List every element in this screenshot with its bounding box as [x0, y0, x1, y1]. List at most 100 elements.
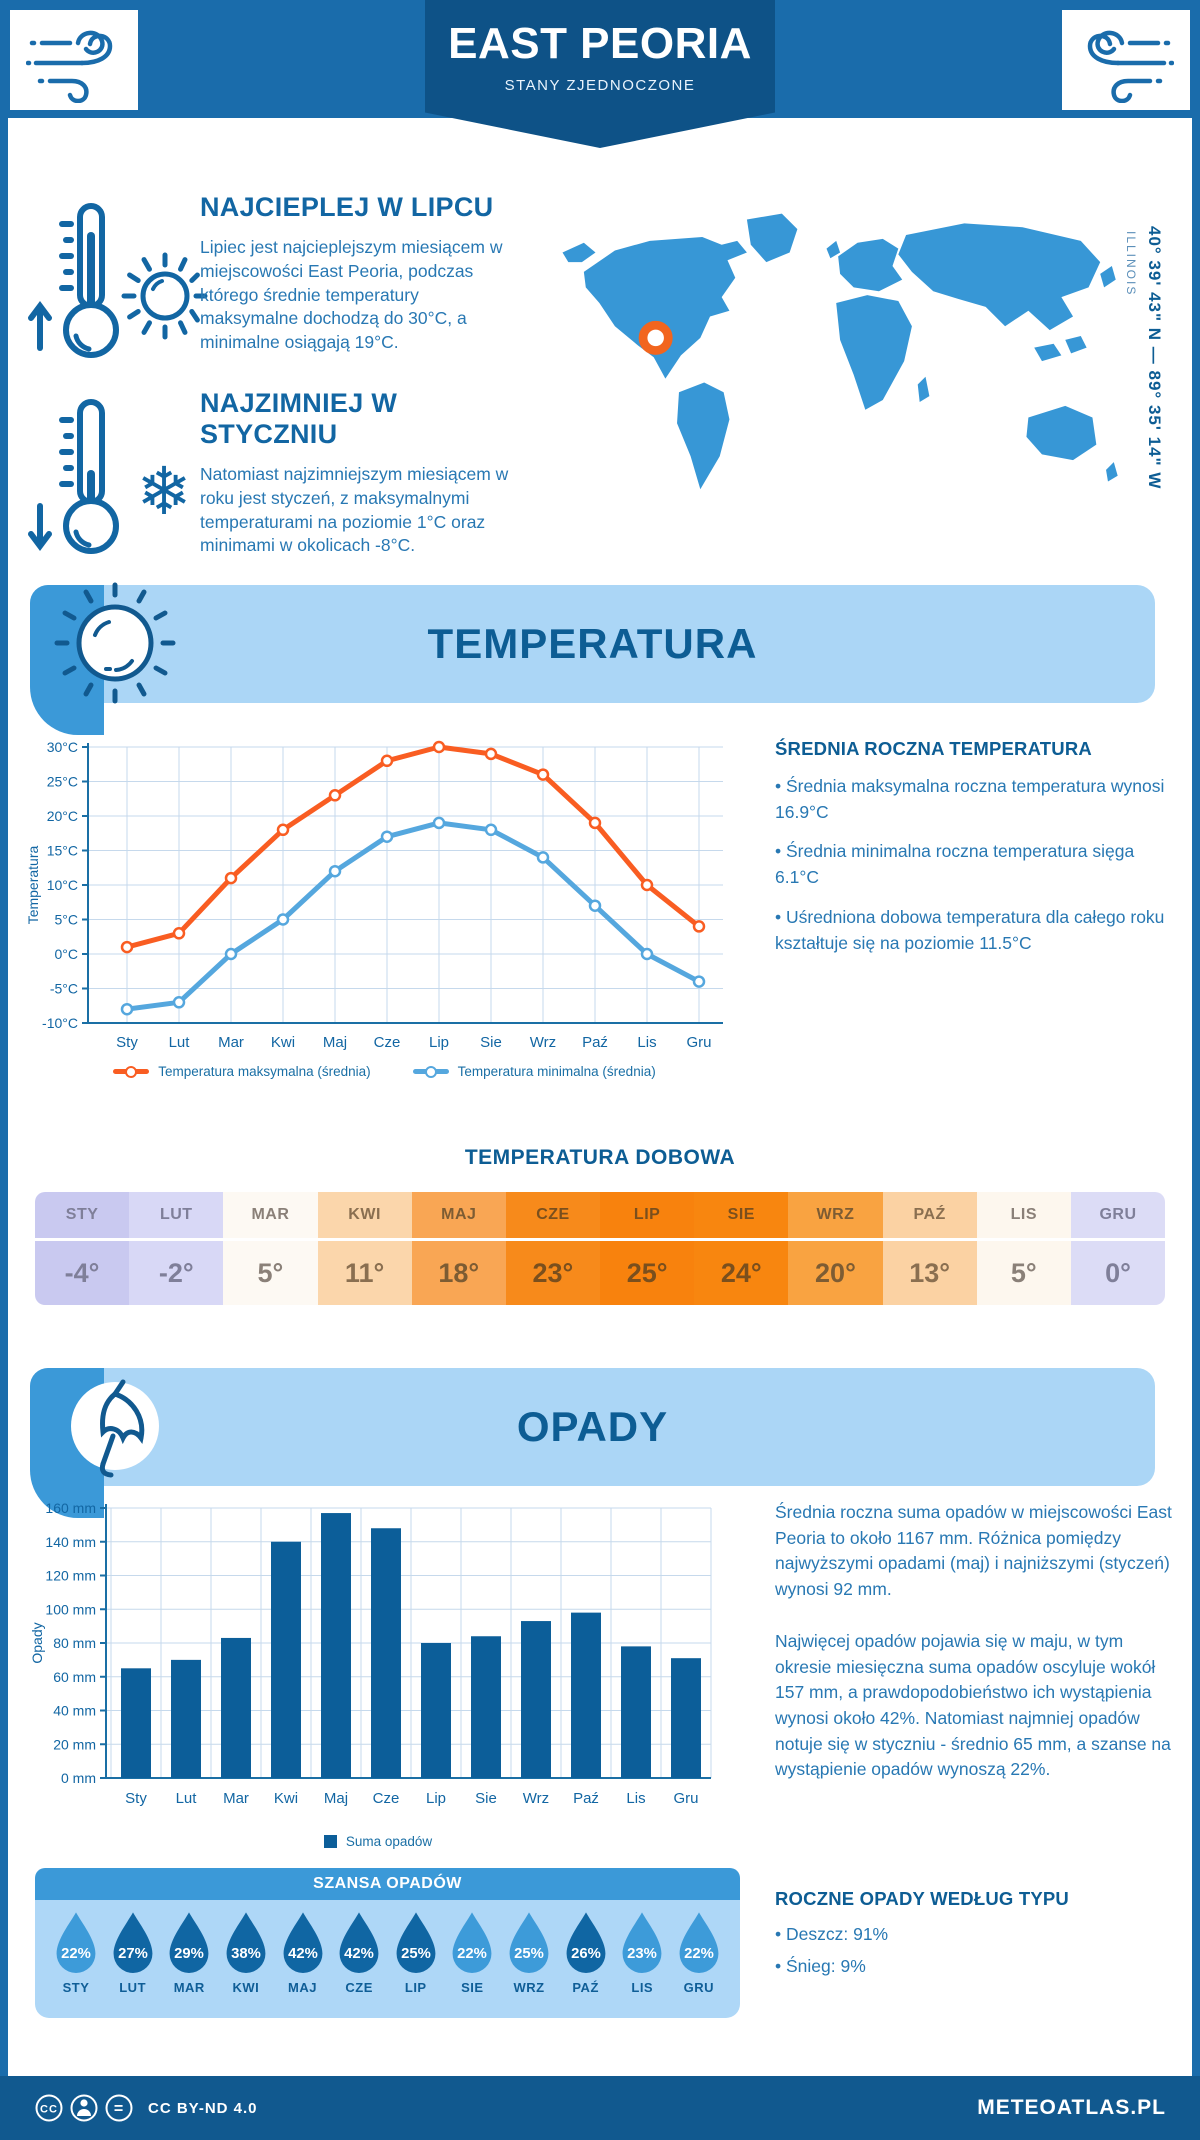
license-block: CC = CC BY-ND 4.0	[34, 2093, 258, 2123]
location-marker	[638, 320, 673, 355]
svg-text:27%: 27%	[118, 1946, 148, 1962]
daily-temp-month: LIP	[600, 1192, 695, 1238]
droplet-month-label: CZE	[345, 1980, 373, 1995]
daily-temp-column: LIS 5°	[976, 1192, 1071, 1305]
daily-temp-value: 25°	[600, 1241, 695, 1305]
rain-chance-drop: 27% LUT	[108, 1909, 158, 2018]
svg-text:Wrz: Wrz	[523, 1790, 549, 1807]
svg-text:Sty: Sty	[116, 1034, 138, 1051]
svg-text:160 mm: 160 mm	[45, 1500, 96, 1516]
daily-temp-month: MAJ	[411, 1192, 506, 1238]
svg-text:Temperatura: Temperatura	[25, 845, 41, 924]
annual-temperature-summary: ŚREDNIA ROCZNA TEMPERATURA • Średnia mak…	[775, 738, 1167, 956]
svg-text:Sie: Sie	[480, 1034, 502, 1051]
droplet-month-label: LIP	[404, 1980, 427, 1995]
droplet-icon: 42%	[339, 1912, 379, 1973]
cc-by-nd-icons: CC =	[35, 2094, 133, 2122]
svg-text:60 mm: 60 mm	[53, 1669, 96, 1685]
wind-icon	[1087, 30, 1174, 103]
svg-text:Gru: Gru	[686, 1034, 711, 1051]
droplet-icon: 26%	[566, 1912, 606, 1973]
rain-chance-drop: 22% GRU	[674, 1909, 724, 2018]
svg-text:Kwi: Kwi	[274, 1790, 298, 1807]
coldest-block: NAJZIMNIEJ W STYCZNIU Natomiast najzimni…	[200, 388, 530, 558]
legend-label: Temperatura minimalna (średnia)	[457, 1064, 656, 1079]
droplet-month-label: GRU	[683, 1980, 715, 1995]
svg-text:120 mm: 120 mm	[45, 1568, 96, 1584]
daily-temp-value: 11°	[317, 1241, 412, 1305]
svg-text:22%: 22%	[684, 1946, 714, 1962]
daily-temp-month: CZE	[505, 1192, 601, 1238]
legend-label: Temperatura maksymalna (średnia)	[158, 1064, 371, 1079]
daily-temp-value: 5°	[223, 1241, 318, 1305]
rain-chance-drop: 22% SIE	[447, 1909, 497, 2018]
droplet-icon: 23%	[622, 1912, 662, 1973]
svg-text:10°C: 10°C	[47, 877, 78, 893]
daily-temp-value: 23°	[505, 1241, 601, 1305]
svg-text:Wrz: Wrz	[530, 1034, 556, 1051]
svg-text:0°C: 0°C	[55, 946, 79, 962]
svg-text:Lis: Lis	[626, 1790, 645, 1807]
daily-temp-month: MAR	[223, 1192, 318, 1238]
rain-chance-drop: 22% STY	[51, 1909, 101, 2018]
warmest-block: NAJCIEPLEJ W LIPCU Lipiec jest najcieple…	[200, 192, 530, 355]
summary-bullet: • Średnia maksymalna roczna temperatura …	[775, 776, 1165, 822]
rain-chance-card: SZANSA OPADÓW 22% STY 27% LUT 29% MAR 38% KWI 42…	[35, 1868, 740, 2018]
svg-text:30°C: 30°C	[47, 739, 78, 755]
droplet-icon: 25%	[509, 1912, 549, 1973]
left-border	[0, 0, 8, 2140]
daily-temp-value: 13°	[882, 1241, 977, 1305]
summary-bullet: • Średnia minimalna roczna temperatura s…	[775, 841, 1135, 888]
coldest-text: Natomiast najzimniejszym miesiącem w rok…	[200, 464, 509, 556]
droplet-month-label: KWI	[232, 1980, 260, 1995]
svg-text:26%: 26%	[571, 1946, 601, 1962]
svg-text:Sty: Sty	[125, 1790, 147, 1807]
daily-temp-value: 20°	[788, 1241, 883, 1305]
daily-temp-column: GRU 0°	[1070, 1192, 1166, 1305]
daily-temp-value: -4°	[35, 1241, 130, 1305]
page-subtitle: STANY ZJEDNOCZONE	[504, 77, 696, 94]
rain-chance-drop: 42% MAJ	[278, 1909, 328, 2018]
svg-text:42%: 42%	[288, 1946, 318, 1962]
summary-title: ŚREDNIA ROCZNA TEMPERATURA	[775, 738, 1092, 759]
droplet-month-label: SIE	[461, 1980, 484, 1995]
daily-temp-value: -2°	[129, 1241, 224, 1305]
wind-icon-box-right	[1062, 10, 1190, 110]
droplet-icon: 22%	[452, 1912, 492, 1973]
precipitation-type-title: ROCZNE OPADY WEDŁUG TYPU	[775, 1888, 1069, 1909]
rain-chance-drop: 29% MAR	[164, 1909, 214, 2018]
precipitation-type-bullet: • Śnieg: 9%	[775, 1955, 866, 1976]
daily-temp-month: SIE	[694, 1192, 789, 1238]
brand-label: METEOATLAS.PL	[977, 2096, 1166, 2119]
legend-item: Temperatura maksymalna (średnia)	[113, 1064, 371, 1079]
summary-bullet: • Uśredniona dobowa temperatura dla całe…	[775, 906, 1165, 953]
precipitation-section-title: OPADY	[516, 1403, 669, 1450]
droplet-icon: 22%	[56, 1912, 96, 1973]
svg-text:Lip: Lip	[429, 1034, 449, 1051]
daily-temp-month: LUT	[129, 1192, 224, 1238]
rain-chance-drop: 26% PAŹ	[561, 1909, 611, 2018]
daily-temperature-title: TEMPERATURA DOBOWA	[464, 1146, 736, 1169]
svg-text:15°C: 15°C	[47, 843, 78, 859]
rain-chance-droplets: 22% STY 27% LUT 29% MAR 38% KWI 42% MAJ 42% CZE 25% L…	[35, 1900, 740, 2018]
droplet-icon: 25%	[396, 1912, 436, 1973]
svg-text:=: =	[114, 2101, 124, 2118]
precipitation-summary: Średnia roczna suma opadów w miejscowośc…	[775, 1500, 1175, 1783]
droplet-icon: 27%	[113, 1912, 153, 1973]
daily-temp-value: 24°	[694, 1241, 789, 1305]
svg-text:Kwi: Kwi	[271, 1034, 295, 1051]
legend-marker	[412, 1069, 449, 1074]
temperature-section-title: TEMPERATURA	[427, 620, 758, 667]
precipitation-type-bullet: • Deszcz: 91%	[775, 1924, 889, 1944]
svg-text:22%: 22%	[61, 1946, 91, 1962]
svg-text:80 mm: 80 mm	[53, 1635, 96, 1651]
precipitation-bar-chart: 0 mm 20 mm 40 mm 60 mm 80 mm 100 mm 120 mm 140 …	[29, 1500, 712, 1807]
svg-text:Lis: Lis	[637, 1034, 656, 1051]
svg-text:22%: 22%	[458, 1946, 488, 1962]
svg-text:20 mm: 20 mm	[53, 1736, 96, 1752]
rain-chance-drop: 42% CZE	[334, 1909, 384, 2018]
droplet-month-label: MAR	[173, 1980, 205, 1995]
daily-temp-column: WRZ 20°	[788, 1192, 883, 1305]
rain-chance-title: SZANSA OPADÓW	[35, 1868, 740, 1900]
